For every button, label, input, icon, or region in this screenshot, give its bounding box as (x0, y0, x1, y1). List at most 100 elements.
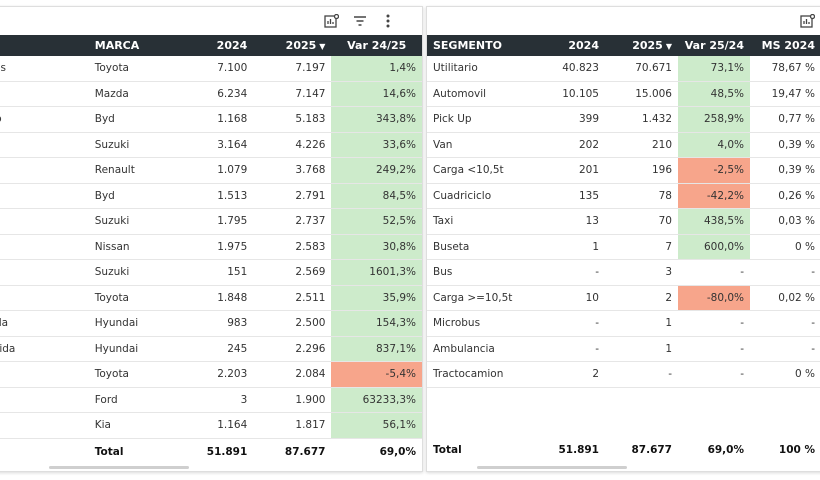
value-2025-cell: 1 (605, 336, 678, 362)
value-2024-cell: 983 (184, 310, 254, 337)
right-panel-toolbar (427, 7, 820, 35)
table-row[interactable]: Carga >=10,5t 10 2 -80,0% 0,02 % (427, 285, 820, 311)
value-2024-cell: 1.975 (184, 234, 254, 260)
table-row[interactable]: Pick Up 399 1.432 258,9% 0,77 % (427, 106, 820, 133)
column-header-marca[interactable]: MARCA (88, 35, 185, 56)
table-row[interactable]: Suzuki 3.164 4.226 33,6% (0, 132, 422, 158)
model-cell (0, 412, 89, 439)
variation-cell: -5,4% (331, 361, 422, 388)
column-header-2024[interactable]: 2024 (537, 35, 605, 56)
chart-settings-icon[interactable] (798, 12, 816, 30)
column-header-2025[interactable]: 2025 ▼ (253, 35, 332, 56)
right-table-header-row: SEGMENTO 2024 2025 ▼ Var 25/24 MS 2024 (427, 35, 820, 56)
empty-cell (537, 412, 605, 437)
brand-table-panel: MARCA 2024 2025▼ Var 24/25 ssToyota7.100… (0, 6, 423, 472)
column-header-2024[interactable]: 2024 (184, 35, 254, 56)
table-row[interactable]: Suzuki 1.795 2.737 52,5% (0, 208, 422, 235)
table-row[interactable]: Toyota 1.848 2.511 35,9% (0, 285, 422, 311)
column-header-var[interactable]: Var 24/25 (331, 35, 422, 56)
value-2024-cell: 1.848 (184, 285, 254, 311)
table-row[interactable]: Kia 1.164 1.817 56,1% (0, 412, 422, 439)
value-2025-cell: 2.084 (253, 361, 332, 388)
table-row[interactable]: Utilitario 40.823 70.671 73,1% 78,67 % (427, 56, 820, 82)
table-row[interactable]: Automovil 10.105 15.006 48,5% 19,47 % (427, 81, 820, 107)
value-2024-cell: 135 (537, 183, 605, 209)
value-2024-cell: 245 (184, 336, 254, 362)
value-2025-cell: 1.900 (253, 387, 332, 413)
brand-cell: Toyota (88, 56, 185, 82)
value-2024-cell: 1.164 (184, 412, 254, 439)
left-panel-toolbar (0, 7, 422, 35)
table-row[interactable]: Microbus -1- - (427, 310, 820, 337)
table-row[interactable]: Taxi 13 70 438,5% 0,03 % (427, 208, 820, 235)
value-2025-cell: 7.147 (253, 81, 332, 107)
filter-icon[interactable] (351, 12, 369, 30)
variation-cell: 14,6% (331, 81, 422, 107)
variation-cell: -80,0% (678, 285, 750, 311)
variation-cell: - (678, 259, 750, 286)
more-vert-icon[interactable] (379, 12, 397, 30)
table-row[interactable]: Cuadriciclo 135 78 -42,2% 0,26 % (427, 183, 820, 209)
table-row[interactable]: Carga <10,5t 201 196 -2,5% 0,39 % (427, 157, 820, 184)
table-row[interactable]: Buseta 1 7 600,0% 0 % (427, 234, 820, 260)
table-row[interactable]: Tractocamion 2- -0 % (427, 361, 820, 388)
variation-cell: 154,3% (331, 310, 422, 337)
value-2024-cell: 399 (537, 106, 605, 133)
total-2025-cell: 87.677 (631, 443, 672, 456)
model-cell (0, 208, 89, 235)
total-row: Total 51.891 87.677 69,0% 100 % (427, 437, 820, 463)
table-row[interactable]: Van 202 210 4,0% 0,39 % (427, 132, 820, 158)
sort-desc-icon[interactable]: ▼ (665, 42, 672, 51)
segment-cell: Microbus (427, 310, 537, 337)
model-cell (0, 285, 89, 311)
column-header-model[interactable] (0, 35, 89, 56)
total-2024-cell: 51.891 (206, 445, 248, 458)
total-2024-cell: 51.891 (558, 443, 599, 456)
value-2025-cell: 196 (605, 157, 678, 184)
column-header-var[interactable]: Var 25/24 (678, 35, 750, 56)
column-header-segmento[interactable]: SEGMENTO (427, 35, 537, 56)
market-share-cell: 0,77 % (750, 106, 820, 133)
total-variation-cell: 69,0% (379, 445, 416, 458)
market-share-cell: 0,39 % (750, 132, 820, 158)
table-row[interactable]: Ambulancia -1- - (427, 336, 820, 362)
table-row[interactable]: Mazda 6.234 7.147 14,6% (0, 81, 422, 107)
market-share-cell: - (750, 336, 820, 362)
chart-settings-icon[interactable] (322, 12, 340, 30)
column-header-ms-2024[interactable]: MS 2024 (750, 35, 820, 56)
value-2025-cell: 5.183 (253, 106, 332, 133)
brand-table: MARCA 2024 2025▼ Var 24/25 ssToyota7.100… (0, 35, 422, 465)
left-table-header-row: MARCA 2024 2025 ▼ Var 24/25 (0, 35, 422, 56)
empty-cell (427, 412, 537, 437)
table-row[interactable]: Ford 3 1.900 63233,3% (0, 387, 422, 413)
value-2025-cell: 2 (605, 285, 678, 311)
variation-cell: 600,0% (678, 234, 750, 260)
brand-cell: Toyota (88, 285, 185, 311)
value-2024-cell: 2.203 (184, 361, 254, 388)
table-row[interactable]: Toyota 2.203 2.084 -5,4% (0, 361, 422, 388)
value-2025-cell: 3.768 (253, 157, 332, 184)
table-row[interactable]: Bus -3- - (427, 259, 820, 286)
empty-cell (537, 387, 605, 412)
total-row: Total 51.891 87.677 69,0% (0, 438, 422, 465)
sort-desc-icon[interactable]: ▼ (319, 42, 326, 51)
value-2025-cell: 2.500 (253, 310, 332, 337)
value-2024-cell: - (537, 336, 605, 362)
segment-cell: Cuadriciclo (427, 183, 537, 209)
left-horizontal-scrollbar[interactable] (49, 466, 189, 469)
table-row[interactable]: Renault 1.079 3.768 249,2% (0, 157, 422, 184)
empty-row (427, 412, 820, 437)
column-header-2025[interactable]: 2025 ▼ (605, 35, 678, 56)
value-2025-cell: 1.432 (605, 106, 678, 133)
value-2024-cell: 2 (537, 361, 605, 388)
table-row[interactable]: Nissan 1.975 2.583 30,8% (0, 234, 422, 260)
segment-cell: Van (427, 132, 537, 158)
model-cell (0, 387, 89, 413)
right-horizontal-scrollbar[interactable] (477, 466, 627, 469)
